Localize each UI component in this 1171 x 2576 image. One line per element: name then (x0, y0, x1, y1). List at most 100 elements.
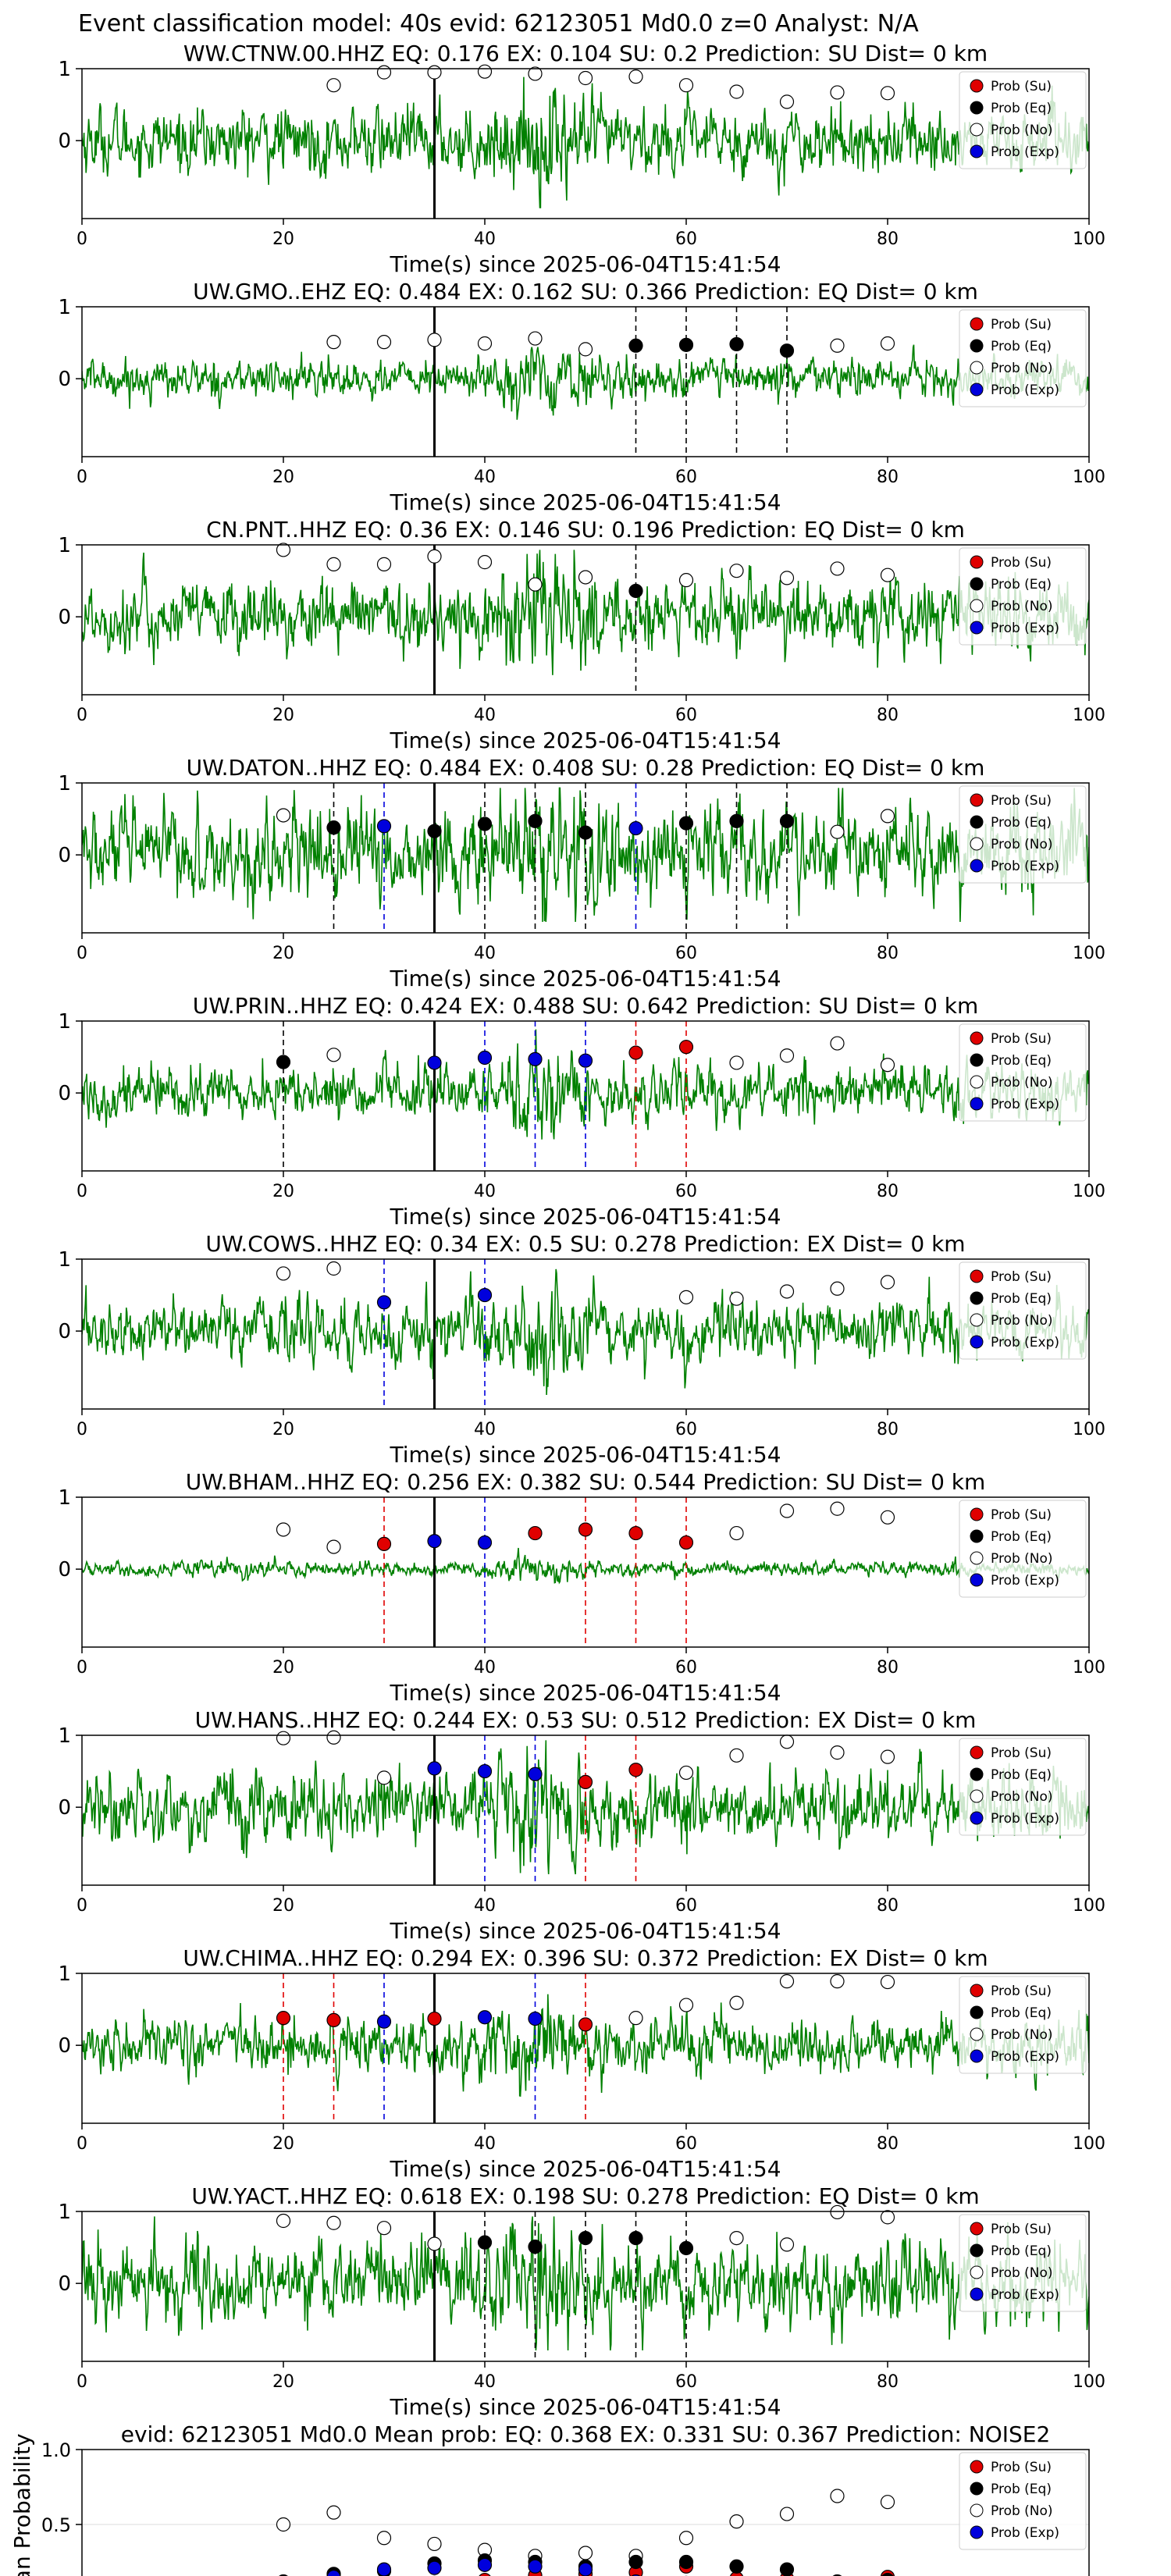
station-panel: UW.GMO..EHZ EQ: 0.484 EX: 0.162 SU: 0.36… (58, 279, 1105, 515)
x-tick-label: 80 (877, 1182, 899, 1201)
legend-label-exp: Prob (Exp) (991, 1335, 1059, 1350)
prob-point-exp (477, 2557, 493, 2572)
legend-label-eq: Prob (Eq) (991, 2482, 1052, 2497)
prob-point-no (729, 1291, 744, 1306)
legend: Prob (Su) Prob (Eq) Prob (No) Prob (Exp) (959, 1261, 1087, 1360)
panels-container: WW.CTNW.00.HHZ EQ: 0.176 EX: 0.104 SU: 0… (9, 41, 1105, 2576)
station-panel: CN.PNT..HHZ EQ: 0.36 EX: 0.146 SU: 0.196… (58, 517, 1105, 753)
legend-marker-exp (970, 1335, 984, 1349)
x-axis-label: Time(s) since 2025-06-04T15:41:54 (389, 966, 781, 991)
prob-point-no (880, 336, 895, 351)
y-axis-label: Mean Probability (9, 2433, 35, 2576)
legend-marker-exp (970, 382, 984, 397)
prob-point-no (729, 2514, 744, 2529)
station-panel: UW.BHAM..HHZ EQ: 0.256 EX: 0.382 SU: 0.5… (58, 1469, 1105, 1706)
legend-marker-no (970, 1551, 984, 1565)
prob-point-no (779, 1735, 795, 1749)
prob-point-no (477, 336, 493, 351)
y-tick-label: 0 (58, 2034, 71, 2058)
x-tick-label: 40 (474, 1658, 496, 1678)
legend-label-eq: Prob (Eq) (991, 815, 1052, 831)
x-tick-label: 0 (77, 1420, 87, 1439)
legend: Prob (Su) Prob (Eq) Prob (No) Prob (Exp) (959, 2452, 1087, 2550)
prob-point-no (276, 808, 291, 823)
legend-label-exp: Prob (Exp) (991, 2049, 1059, 2065)
x-tick-label: 100 (1073, 1896, 1105, 1916)
x-tick-label: 40 (474, 229, 496, 249)
prob-point-no (376, 2531, 392, 2546)
prob-point-no (326, 78, 341, 93)
panel-title: UW.DATON..HHZ EQ: 0.484 EX: 0.408 SU: 0.… (187, 755, 985, 781)
prob-point-no (276, 1266, 291, 1281)
legend-marker-exp (970, 2525, 984, 2539)
prob-point-no (276, 2517, 291, 2532)
x-tick-label: 80 (877, 2372, 899, 2392)
x-tick-label: 60 (675, 1658, 697, 1678)
prob-point-no (880, 1974, 895, 1990)
legend-label-no: Prob (No) (991, 837, 1053, 852)
prob-point-su (628, 1045, 643, 1060)
prob-point-no (729, 1748, 744, 1763)
mean-probability-panel: evid: 62123051 Md0.0 Mean prob: EQ: 0.36… (9, 2421, 1090, 2576)
x-tick-label: 0 (77, 1658, 87, 1678)
legend-marker-exp (970, 2049, 984, 2063)
prob-point-exp (427, 1761, 442, 1776)
prob-point-no (830, 1745, 845, 1760)
prob-point-no (376, 65, 392, 80)
prob-point-no (880, 1749, 895, 1764)
prob-point-exp (578, 1053, 593, 1068)
prob-point-no (276, 1731, 291, 1745)
prob-point-su (427, 2011, 442, 2026)
legend-label-exp: Prob (Exp) (991, 382, 1059, 398)
legend-label-no: Prob (No) (991, 2265, 1053, 2281)
legend-label-su: Prob (Su) (991, 1031, 1052, 1047)
legend-marker-eq (970, 1291, 984, 1305)
legend: Prob (Su) Prob (Eq) Prob (No) Prob (Exp) (959, 309, 1087, 407)
x-axis-label: Time(s) since 2025-06-04T15:41:54 (389, 251, 781, 277)
prob-point-eq (729, 336, 744, 352)
prob-point-no (830, 824, 845, 839)
x-tick-label: 80 (877, 1658, 899, 1678)
x-tick-label: 20 (272, 1182, 294, 1201)
prob-point-no (326, 1539, 341, 1554)
legend-marker-eq (970, 101, 984, 115)
x-tick-label: 40 (474, 706, 496, 725)
prob-point-no (326, 2505, 341, 2520)
legend-label-no: Prob (No) (991, 2027, 1053, 2043)
legend-marker-no (970, 1313, 984, 1327)
station-panel: UW.CHIMA..HHZ EQ: 0.294 EX: 0.396 SU: 0.… (58, 1945, 1105, 2182)
legend-marker-exp (970, 1097, 984, 1111)
x-axis-label: Time(s) since 2025-06-04T15:41:54 (389, 489, 781, 515)
y-tick-label: 1 (58, 1486, 71, 1510)
station-panel: UW.COWS..HHZ EQ: 0.34 EX: 0.5 SU: 0.278 … (58, 1231, 1105, 1468)
x-tick-label: 0 (77, 944, 87, 963)
prob-point-no (628, 2011, 643, 2026)
x-tick-label: 100 (1073, 1420, 1105, 1439)
prob-point-no (729, 2230, 744, 2246)
prob-point-eq (729, 813, 744, 828)
legend-marker-su (970, 555, 984, 569)
x-tick-label: 80 (877, 1420, 899, 1439)
legend-label-su: Prob (Su) (991, 79, 1052, 94)
prob-point-no (578, 570, 593, 585)
legend-marker-eq (970, 577, 984, 591)
x-tick-label: 80 (877, 2134, 899, 2154)
prob-point-no (678, 1998, 694, 2012)
prob-point-su (528, 1525, 543, 1541)
prob-point-no (376, 1770, 392, 1785)
prob-point-no (779, 94, 795, 109)
prob-point-exp (376, 819, 392, 834)
legend-label-exp: Prob (Exp) (991, 1811, 1059, 1827)
x-tick-label: 60 (675, 2372, 697, 2392)
legend-marker-eq (970, 1767, 984, 1781)
prob-point-su (376, 1536, 392, 1552)
prob-point-no (880, 86, 895, 101)
x-tick-label: 60 (675, 468, 697, 487)
prob-point-no (678, 1290, 694, 1304)
x-tick-label: 40 (474, 1182, 496, 1201)
prob-point-no (276, 1522, 291, 1537)
x-tick-label: 100 (1073, 468, 1105, 487)
x-tick-label: 20 (272, 2134, 294, 2154)
prob-point-no (830, 2204, 845, 2220)
y-tick-label: 0.5 (41, 2514, 71, 2536)
